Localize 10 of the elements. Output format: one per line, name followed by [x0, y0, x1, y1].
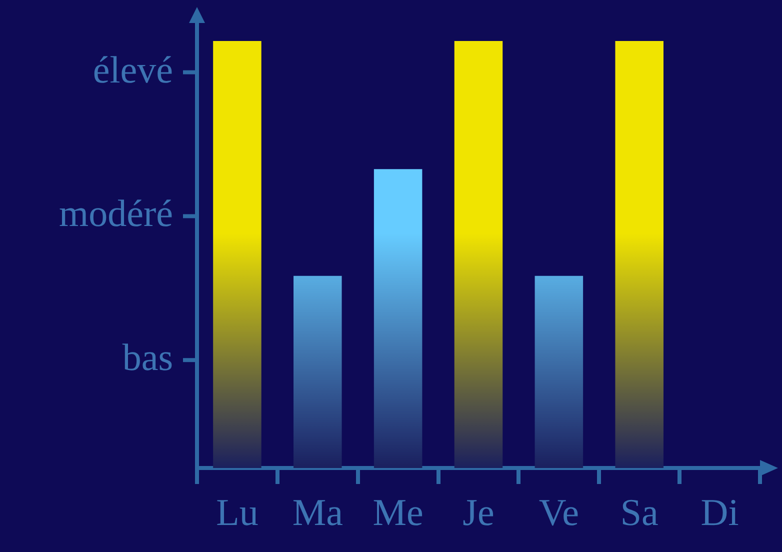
text: élevé: [92, 49, 173, 92]
text: bas: [122, 337, 173, 380]
text: modéré: [59, 193, 173, 236]
x-tick-label: Lu: [216, 492, 258, 534]
x-tick-label: Di: [700, 492, 739, 534]
x-tick-label: Ve: [538, 492, 579, 534]
x-tick-label: Sa: [620, 492, 658, 534]
x-tick-label: Je: [462, 492, 494, 534]
x-tick-label: Me: [372, 492, 424, 534]
x-tick-label: Ma: [292, 492, 344, 534]
